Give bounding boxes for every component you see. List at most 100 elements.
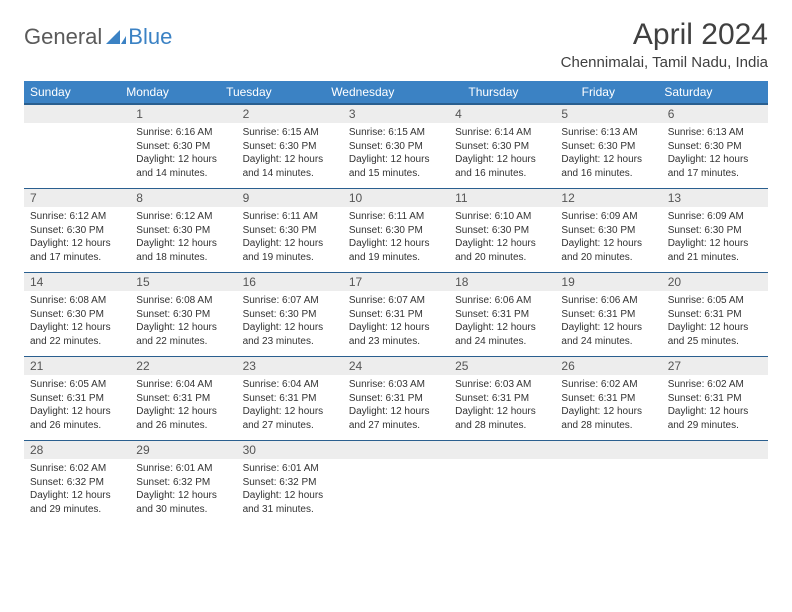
day-details: Sunrise: 6:15 AMSunset: 6:30 PMDaylight:…	[237, 123, 343, 188]
daylight-text: Daylight: 12 hours and 19 minutes.	[349, 237, 443, 264]
daylight-text: Daylight: 12 hours and 23 minutes.	[349, 321, 443, 348]
daylight-text: Daylight: 12 hours and 20 minutes.	[561, 237, 655, 264]
sunset-text: Sunset: 6:32 PM	[136, 476, 230, 490]
daylight-text: Daylight: 12 hours and 23 minutes.	[243, 321, 337, 348]
sunset-text: Sunset: 6:32 PM	[30, 476, 124, 490]
day-number: 9	[237, 189, 343, 207]
day-details: Sunrise: 6:10 AMSunset: 6:30 PMDaylight:…	[449, 207, 555, 272]
day-number: 27	[662, 357, 768, 375]
logo: General Blue	[24, 24, 172, 50]
day-number: 3	[343, 105, 449, 123]
logo-triangle-icon	[106, 30, 126, 44]
day-details: Sunrise: 6:02 AMSunset: 6:32 PMDaylight:…	[24, 459, 130, 524]
day-number: 1	[130, 105, 236, 123]
sunset-text: Sunset: 6:31 PM	[30, 392, 124, 406]
sunset-text: Sunset: 6:30 PM	[30, 224, 124, 238]
daylight-text: Daylight: 12 hours and 28 minutes.	[455, 405, 549, 432]
day-details	[662, 459, 768, 515]
sunset-text: Sunset: 6:32 PM	[243, 476, 337, 490]
sunrise-text: Sunrise: 6:03 AM	[349, 378, 443, 392]
day-details: Sunrise: 6:12 AMSunset: 6:30 PMDaylight:…	[130, 207, 236, 272]
day-cell: 23Sunrise: 6:04 AMSunset: 6:31 PMDayligh…	[237, 357, 343, 441]
calendar-body: 1Sunrise: 6:16 AMSunset: 6:30 PMDaylight…	[24, 104, 768, 524]
daylight-text: Daylight: 12 hours and 28 minutes.	[561, 405, 655, 432]
sunset-text: Sunset: 6:30 PM	[136, 140, 230, 154]
daylight-text: Daylight: 12 hours and 29 minutes.	[668, 405, 762, 432]
sunrise-text: Sunrise: 6:09 AM	[561, 210, 655, 224]
day-header-fri: Friday	[576, 81, 659, 104]
day-number: 15	[130, 273, 236, 291]
day-cell: 17Sunrise: 6:07 AMSunset: 6:31 PMDayligh…	[343, 273, 449, 357]
day-details: Sunrise: 6:13 AMSunset: 6:30 PMDaylight:…	[555, 123, 661, 188]
daylight-text: Daylight: 12 hours and 24 minutes.	[561, 321, 655, 348]
day-details: Sunrise: 6:08 AMSunset: 6:30 PMDaylight:…	[130, 291, 236, 356]
day-cell: 15Sunrise: 6:08 AMSunset: 6:30 PMDayligh…	[130, 273, 236, 357]
sunset-text: Sunset: 6:31 PM	[349, 392, 443, 406]
sunset-text: Sunset: 6:31 PM	[455, 392, 549, 406]
sunset-text: Sunset: 6:30 PM	[668, 140, 762, 154]
daylight-text: Daylight: 12 hours and 25 minutes.	[668, 321, 762, 348]
sunset-text: Sunset: 6:31 PM	[668, 308, 762, 322]
week-row: 21Sunrise: 6:05 AMSunset: 6:31 PMDayligh…	[24, 357, 768, 441]
sunrise-text: Sunrise: 6:02 AM	[668, 378, 762, 392]
day-details: Sunrise: 6:05 AMSunset: 6:31 PMDaylight:…	[24, 375, 130, 440]
day-details: Sunrise: 6:08 AMSunset: 6:30 PMDaylight:…	[24, 291, 130, 356]
daylight-text: Daylight: 12 hours and 22 minutes.	[136, 321, 230, 348]
day-details: Sunrise: 6:07 AMSunset: 6:31 PMDaylight:…	[343, 291, 449, 356]
day-cell: 16Sunrise: 6:07 AMSunset: 6:30 PMDayligh…	[237, 273, 343, 357]
day-header-tue: Tuesday	[220, 81, 325, 104]
daylight-text: Daylight: 12 hours and 31 minutes.	[243, 489, 337, 516]
sunrise-text: Sunrise: 6:01 AM	[243, 462, 337, 476]
day-number: 17	[343, 273, 449, 291]
day-details: Sunrise: 6:06 AMSunset: 6:31 PMDaylight:…	[555, 291, 661, 356]
sunrise-text: Sunrise: 6:12 AM	[136, 210, 230, 224]
day-cell: 9Sunrise: 6:11 AMSunset: 6:30 PMDaylight…	[237, 189, 343, 273]
day-cell	[555, 441, 661, 525]
day-cell: 11Sunrise: 6:10 AMSunset: 6:30 PMDayligh…	[449, 189, 555, 273]
day-cell: 20Sunrise: 6:05 AMSunset: 6:31 PMDayligh…	[662, 273, 768, 357]
day-cell: 10Sunrise: 6:11 AMSunset: 6:30 PMDayligh…	[343, 189, 449, 273]
day-number: 6	[662, 105, 768, 123]
day-cell: 25Sunrise: 6:03 AMSunset: 6:31 PMDayligh…	[449, 357, 555, 441]
sunset-text: Sunset: 6:30 PM	[455, 224, 549, 238]
day-details: Sunrise: 6:07 AMSunset: 6:30 PMDaylight:…	[237, 291, 343, 356]
daylight-text: Daylight: 12 hours and 24 minutes.	[455, 321, 549, 348]
sunrise-text: Sunrise: 6:08 AM	[30, 294, 124, 308]
sunset-text: Sunset: 6:30 PM	[561, 224, 655, 238]
sunset-text: Sunset: 6:30 PM	[668, 224, 762, 238]
sunset-text: Sunset: 6:30 PM	[243, 224, 337, 238]
day-cell: 5Sunrise: 6:13 AMSunset: 6:30 PMDaylight…	[555, 105, 661, 189]
day-details: Sunrise: 6:11 AMSunset: 6:30 PMDaylight:…	[237, 207, 343, 272]
day-details: Sunrise: 6:02 AMSunset: 6:31 PMDaylight:…	[662, 375, 768, 440]
sunrise-text: Sunrise: 6:15 AM	[349, 126, 443, 140]
sunset-text: Sunset: 6:30 PM	[136, 224, 230, 238]
sunset-text: Sunset: 6:30 PM	[349, 140, 443, 154]
daylight-text: Daylight: 12 hours and 16 minutes.	[561, 153, 655, 180]
sunrise-text: Sunrise: 6:06 AM	[455, 294, 549, 308]
day-details: Sunrise: 6:11 AMSunset: 6:30 PMDaylight:…	[343, 207, 449, 272]
day-number: 11	[449, 189, 555, 207]
day-details	[555, 459, 661, 515]
day-number: 8	[130, 189, 236, 207]
day-details: Sunrise: 6:04 AMSunset: 6:31 PMDaylight:…	[237, 375, 343, 440]
day-details: Sunrise: 6:04 AMSunset: 6:31 PMDaylight:…	[130, 375, 236, 440]
daylight-text: Daylight: 12 hours and 17 minutes.	[668, 153, 762, 180]
day-cell: 29Sunrise: 6:01 AMSunset: 6:32 PMDayligh…	[130, 441, 236, 525]
day-cell	[343, 441, 449, 525]
sunrise-text: Sunrise: 6:04 AM	[243, 378, 337, 392]
day-cell: 18Sunrise: 6:06 AMSunset: 6:31 PMDayligh…	[449, 273, 555, 357]
calendar-table: Sunday Monday Tuesday Wednesday Thursday…	[24, 81, 768, 104]
day-number: 24	[343, 357, 449, 375]
sunrise-text: Sunrise: 6:08 AM	[136, 294, 230, 308]
daylight-text: Daylight: 12 hours and 22 minutes.	[30, 321, 124, 348]
daylight-text: Daylight: 12 hours and 17 minutes.	[30, 237, 124, 264]
sunset-text: Sunset: 6:31 PM	[561, 392, 655, 406]
sunset-text: Sunset: 6:30 PM	[455, 140, 549, 154]
day-number: 22	[130, 357, 236, 375]
day-cell: 26Sunrise: 6:02 AMSunset: 6:31 PMDayligh…	[555, 357, 661, 441]
sunrise-text: Sunrise: 6:15 AM	[243, 126, 337, 140]
day-cell: 6Sunrise: 6:13 AMSunset: 6:30 PMDaylight…	[662, 105, 768, 189]
day-details: Sunrise: 6:09 AMSunset: 6:30 PMDaylight:…	[555, 207, 661, 272]
day-cell: 12Sunrise: 6:09 AMSunset: 6:30 PMDayligh…	[555, 189, 661, 273]
day-number: 14	[24, 273, 130, 291]
